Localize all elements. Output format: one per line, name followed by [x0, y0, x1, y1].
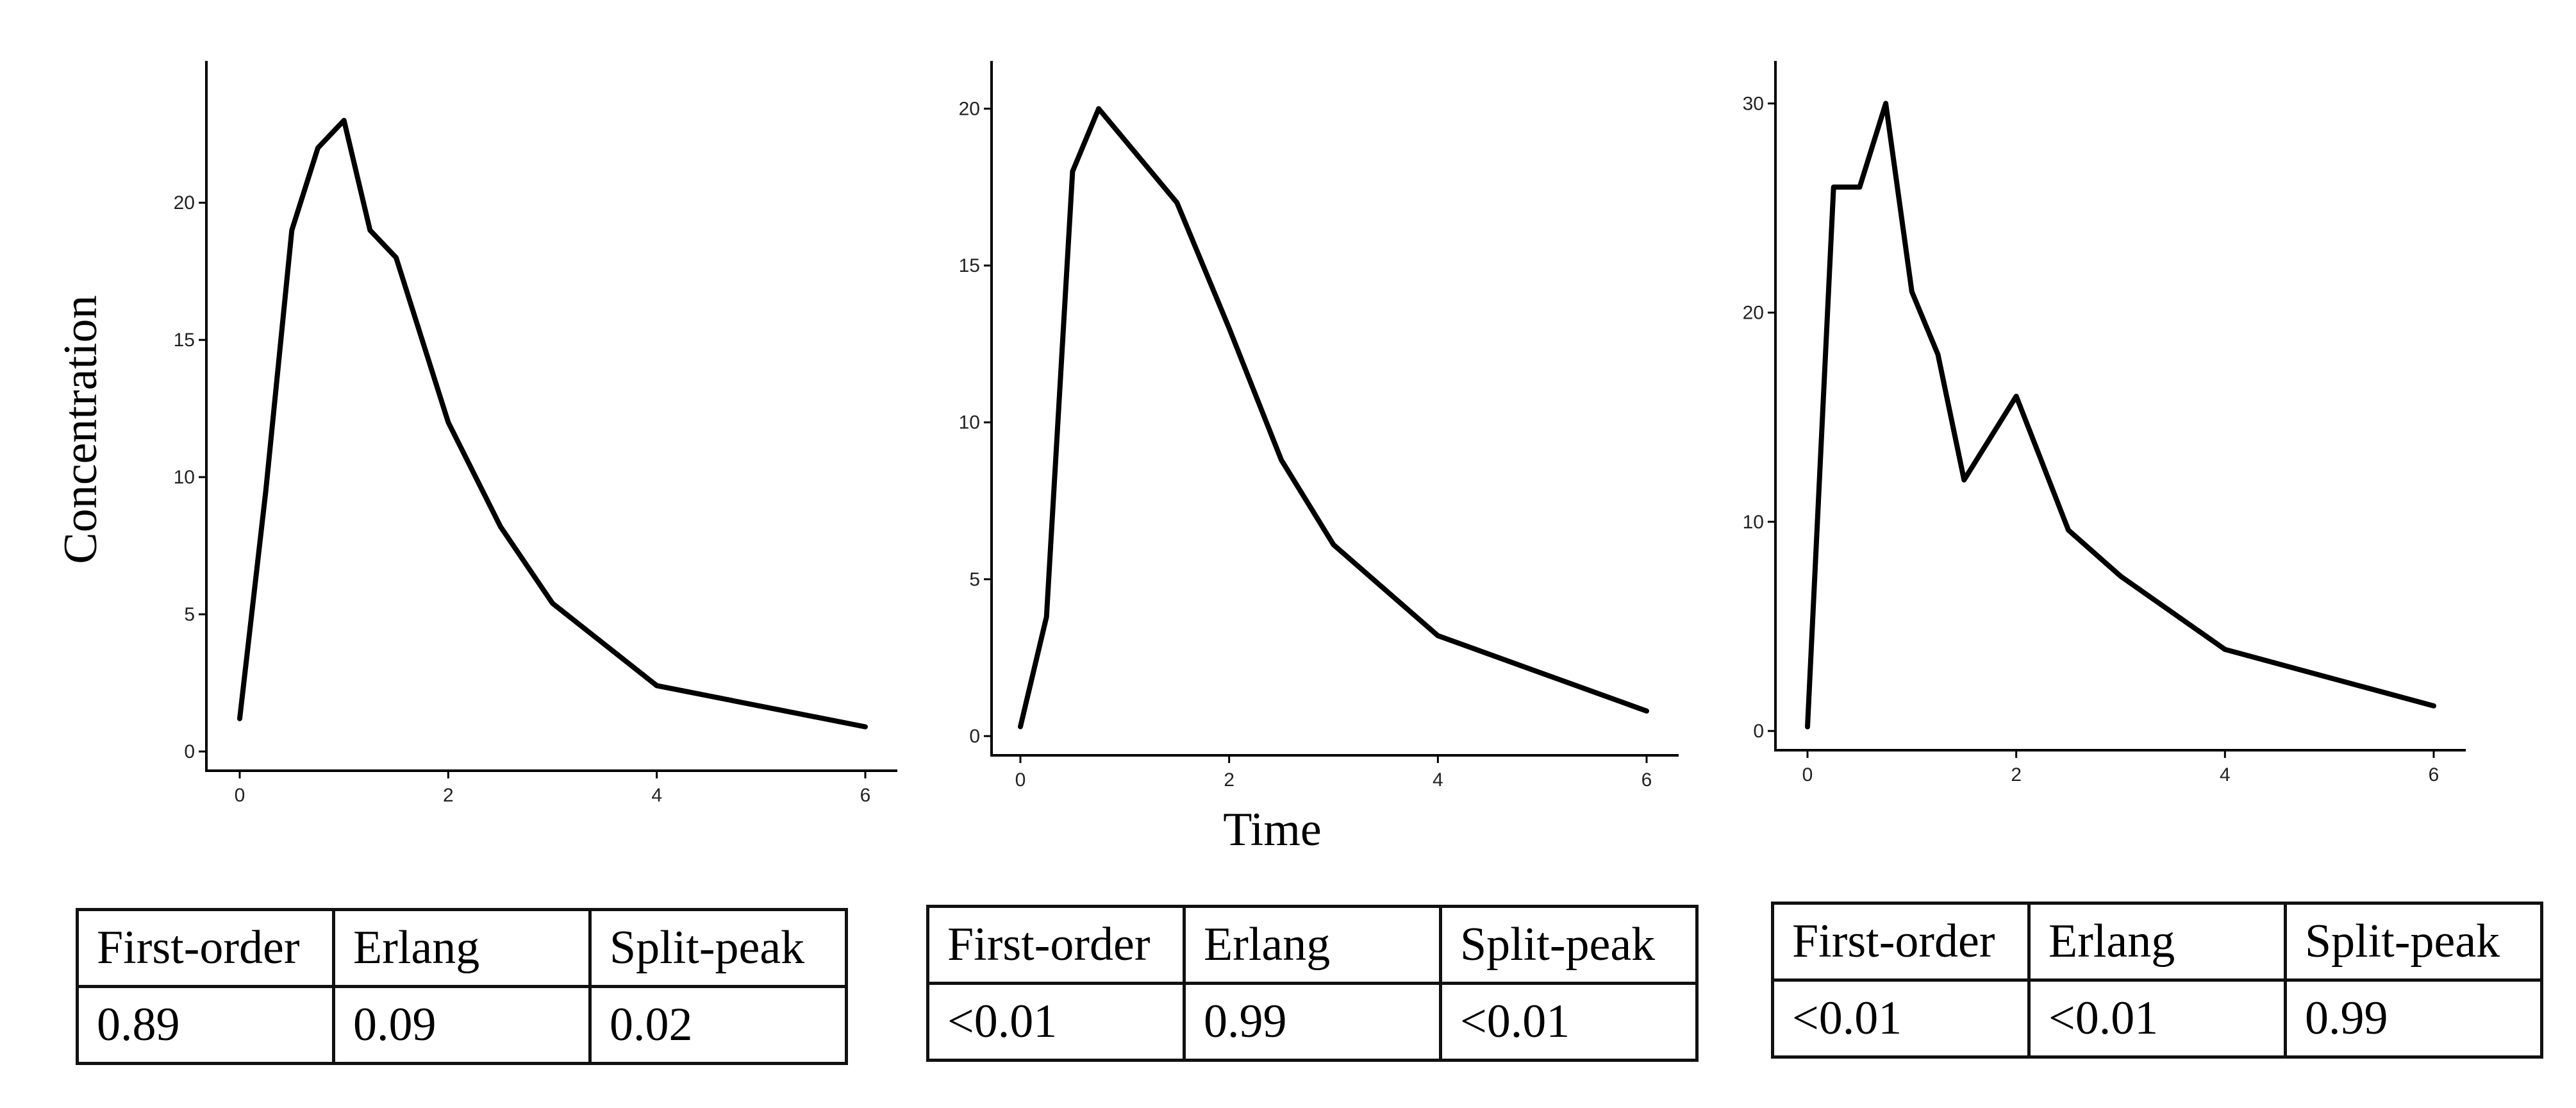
concentration-line	[1018, 106, 1649, 730]
table-header-row: First-order Erlang Split-peak	[926, 905, 1699, 985]
y-tick-label: 10	[174, 467, 195, 488]
x-tick-label: 6	[860, 785, 871, 806]
x-tick-label: 4	[1433, 769, 1443, 791]
y-tick-label: 0	[184, 741, 195, 762]
y-tick-label: 15	[174, 330, 195, 351]
model-weight-table-2: First-order Erlang Split-peak <0.01 0.99 <0.0…	[926, 905, 1699, 1062]
model-name-cell: Split-peak	[2284, 902, 2543, 982]
x-tick-label: 0	[1015, 769, 1026, 791]
model-name-cell: Erlang	[2027, 902, 2287, 982]
y-tick-label: 20	[1743, 303, 1764, 324]
y-tick-label: 5	[184, 604, 195, 625]
model-name-cell: Erlang	[1183, 905, 1442, 985]
plot-panels: 0 2 4 6 0 5 10 15 20 0 2 4 6 0 5 10 15 20 0 2 4 6 0 10 20 30	[174, 61, 2466, 806]
model-weight-cell: 0.02	[588, 985, 848, 1065]
table-value-row: 0.89 0.09 0.02	[76, 985, 848, 1065]
x-tick-label: 4	[651, 785, 662, 806]
y-tick-label: 0	[969, 726, 980, 747]
model-name-cell: First-order	[76, 908, 335, 988]
y-tick-label: 15	[959, 255, 980, 276]
concentration-line	[1805, 101, 2436, 730]
x-tick-label: 2	[1224, 769, 1234, 791]
model-name-cell: Erlang	[332, 908, 592, 988]
model-name-cell: Split-peak	[588, 908, 848, 988]
y-tick-label: 20	[174, 192, 195, 214]
x-tick-label: 2	[443, 785, 454, 806]
x-tick-label: 6	[1641, 769, 1652, 791]
model-weight-cell: 0.09	[332, 985, 592, 1065]
model-weight-cell: <0.01	[1771, 978, 2031, 1059]
table-value-row: <0.01 0.99 <0.01	[926, 982, 1699, 1062]
table-header-row: First-order Erlang Split-peak	[1771, 902, 2543, 982]
x-tick-label: 4	[2220, 764, 2231, 785]
table-value-row: <0.01 <0.01 0.99	[1771, 978, 2543, 1059]
model-weight-cell: <0.01	[1439, 982, 1699, 1062]
model-weight-cell: 0.89	[76, 985, 335, 1065]
y-axis-label: Concentration	[54, 295, 107, 564]
plot-panel-2: 0 2 4 6 0 5 10 15 20	[959, 61, 1679, 791]
y-tick-label: 30	[1743, 93, 1764, 114]
x-tick-label: 6	[2429, 764, 2439, 785]
x-axis-label: Time	[1223, 803, 1322, 856]
model-weight-table-1: First-order Erlang Split-peak 0.89 0.09 0.02	[76, 908, 848, 1065]
y-tick-label: 10	[959, 412, 980, 433]
model-weight-cell: <0.01	[926, 982, 1186, 1062]
model-weight-table-3: First-order Erlang Split-peak <0.01 <0.01 0.9…	[1771, 902, 2543, 1059]
model-weight-cell: <0.01	[2027, 978, 2287, 1059]
plot-panel-1: 0 2 4 6 0 5 10 15 20	[174, 61, 897, 806]
model-weight-cell: 0.99	[2284, 978, 2543, 1059]
y-tick-label: 10	[1743, 512, 1764, 533]
y-tick-label: 5	[969, 569, 980, 590]
model-weight-cell: 0.99	[1183, 982, 1442, 1062]
model-name-cell: First-order	[926, 905, 1186, 985]
plot-panel-3: 0 2 4 6 0 10 20 30	[1743, 61, 2466, 785]
model-name-cell: Split-peak	[1439, 905, 1699, 985]
y-tick-label: 0	[1753, 721, 1764, 742]
model-name-cell: First-order	[1771, 902, 2031, 982]
x-tick-label: 0	[1802, 764, 1813, 785]
x-tick-label: 2	[2011, 764, 2022, 785]
y-tick-label: 20	[959, 98, 980, 119]
x-tick-label: 0	[235, 785, 245, 806]
table-header-row: First-order Erlang Split-peak	[76, 908, 848, 988]
concentration-line	[237, 117, 868, 730]
